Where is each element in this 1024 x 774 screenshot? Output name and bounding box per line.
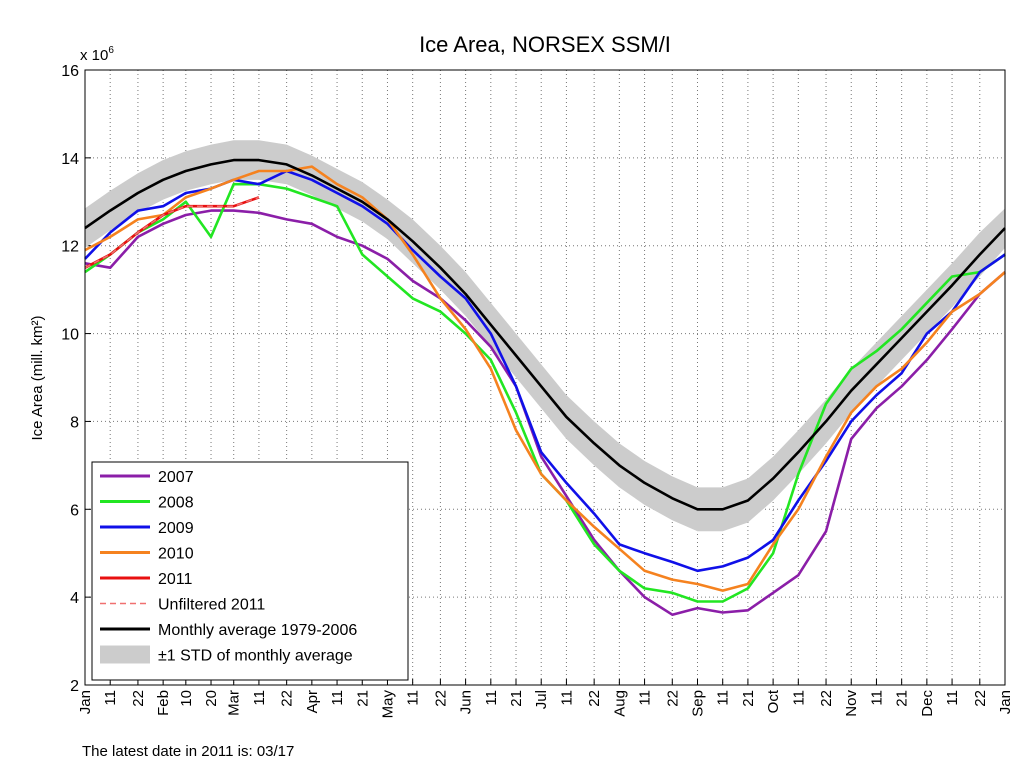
x-tick-label: 21 — [354, 690, 371, 707]
y-multiplier-base: x 10 — [80, 47, 108, 64]
x-tick-label: Feb — [155, 690, 172, 716]
x-tick-label: 11 — [868, 690, 885, 706]
y-multiplier: x 106 — [80, 45, 114, 64]
y-tick-label: 8 — [70, 414, 79, 431]
x-tick-label: Jul — [533, 690, 550, 709]
x-tick-label: 11 — [715, 690, 732, 706]
y-tick-label: 14 — [61, 151, 79, 168]
x-tick-label: 22 — [279, 690, 296, 707]
x-tick-label: 11 — [405, 690, 422, 706]
y-multiplier-exponent: 6 — [108, 45, 114, 56]
legend-label: 2007 — [158, 469, 194, 486]
x-tick-label: 21 — [740, 690, 757, 707]
y-tick-label: 2 — [70, 678, 79, 695]
x-tick-label: Mar — [226, 690, 243, 716]
legend-label: Monthly average 1979-2006 — [158, 622, 357, 639]
x-tick-label: Nov — [843, 690, 860, 717]
x-tick-label: 11 — [637, 690, 654, 706]
series-line — [84, 165, 1006, 592]
legend-label: Unfiltered 2011 — [158, 597, 265, 614]
x-tick-label: 11 — [251, 690, 268, 706]
x-tick-label: 11 — [558, 690, 575, 706]
legend-label: 2008 — [158, 495, 194, 512]
series-line — [84, 196, 260, 269]
x-tick-label: Oct — [765, 689, 782, 713]
footnote: The latest date in 2011 is: 03/17 — [82, 743, 294, 760]
x-tick-label: Jun — [458, 690, 475, 714]
x-tick-label: Jan — [77, 690, 94, 714]
y-tick-label: 6 — [70, 502, 79, 519]
y-tick-label: 4 — [70, 590, 79, 607]
x-tick-label: Dec — [919, 690, 936, 717]
series-line — [84, 209, 1006, 616]
y-tick-label: 12 — [61, 239, 79, 256]
plot-frame — [84, 69, 1006, 686]
y-tick-label: 10 — [61, 327, 79, 344]
x-tick-label: 22 — [432, 690, 449, 707]
x-tick-label: Sep — [689, 690, 706, 717]
x-tick-label: 11 — [944, 690, 961, 706]
x-tick-label: Aug — [611, 690, 628, 717]
series-line — [84, 158, 1006, 511]
legend-swatch — [100, 645, 150, 664]
x-tick-label: 20 — [203, 690, 220, 707]
x-tick-label: 11 — [329, 690, 346, 706]
x-tick-label: May — [379, 690, 396, 719]
y-tick-label: 16 — [61, 63, 79, 80]
x-tick-label: 22 — [818, 690, 835, 707]
y-axis-label: Ice Area (mill. km²) — [29, 315, 46, 440]
x-tick-label: 10 — [178, 690, 195, 707]
x-tick-label: 21 — [894, 690, 911, 707]
chart-title: Ice Area, NORSEX SSM/I — [419, 32, 671, 57]
x-tick-label: 22 — [586, 690, 603, 707]
legend-label: 2009 — [158, 520, 194, 537]
legend-label: 2010 — [158, 546, 194, 563]
x-tick-label: 11 — [790, 690, 807, 706]
x-tick-label: Jan — [997, 690, 1014, 714]
std-band — [85, 140, 1005, 532]
x-tick-label: 11 — [483, 690, 500, 706]
x-tick-label: 22 — [972, 690, 989, 707]
x-tick-label: 22 — [664, 690, 681, 707]
x-tick-label: Apr — [304, 690, 321, 713]
x-tick-label: 22 — [130, 690, 147, 707]
legend-label: ±1 STD of monthly average — [158, 648, 353, 665]
legend-label: 2011 — [158, 571, 193, 588]
x-tick-label: 11 — [102, 690, 119, 706]
x-tick-label: 21 — [508, 690, 525, 707]
legend-box — [91, 461, 409, 681]
